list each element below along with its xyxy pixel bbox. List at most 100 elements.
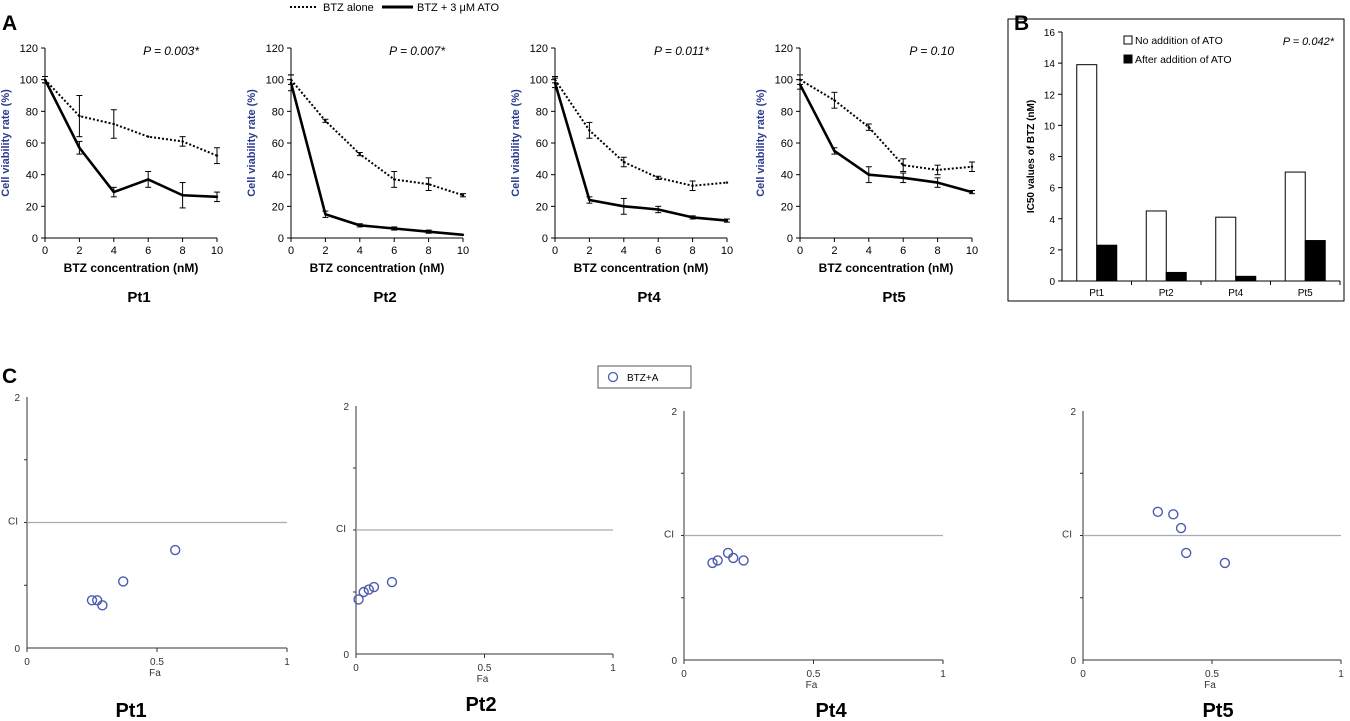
data-point <box>553 81 557 85</box>
y-tick-label: 6 <box>1049 184 1055 195</box>
y-axis-label: CI <box>664 530 674 541</box>
x-tick-label: 10 <box>211 245 223 257</box>
y-tick-label: 12 <box>1044 90 1056 101</box>
data-point <box>147 135 150 138</box>
x-axis-label: BTZ concentration (nM) <box>574 261 709 275</box>
series-line <box>289 82 464 237</box>
ci-plot-pt1: 0 2 0 0.5 1 Fa CI Pt1 <box>8 393 290 721</box>
data-point <box>112 122 116 126</box>
chart-title: Pt5 <box>882 289 905 306</box>
y-axis-label: Cell viability rate (%) <box>755 89 767 197</box>
x-tick-label: 4 <box>111 245 117 257</box>
x-axis-label: Fa <box>149 668 161 679</box>
x-tick-label: 1 <box>610 663 616 674</box>
y-tick-label: 0 <box>1070 656 1076 667</box>
x-tick-label: 2 <box>586 245 592 257</box>
y-tick-label: 20 <box>536 201 548 213</box>
y-axis-label: Cell viability rate (%) <box>510 89 522 197</box>
bar-chart-ic50: 0 2 4 6 8 10 12 14 16 IC50 values of BTZ (nM) P = … <box>1007 18 1345 302</box>
x-tick-label: Pt5 <box>1298 288 1313 299</box>
data-point <box>725 181 729 184</box>
ci-data-point <box>353 594 364 605</box>
data-point <box>657 208 660 211</box>
y-tick-label: 0 <box>787 233 793 245</box>
series-btz-alone <box>42 76 220 165</box>
series-line <box>553 82 728 222</box>
chart-title: Pt2 <box>373 289 396 306</box>
y-tick-label: 2 <box>14 393 20 404</box>
legend-a-dotted-label: BTZ alone <box>323 2 374 14</box>
data-point <box>902 163 905 167</box>
ci-data-point <box>117 576 129 587</box>
x-tick-label: 0 <box>42 245 48 257</box>
x-tick-label: 0 <box>24 657 30 668</box>
data-point <box>289 81 293 85</box>
x-tick-label: 6 <box>900 245 906 257</box>
legend-a-solid-label: BTZ + 3 μM ATO <box>417 2 499 14</box>
bar <box>1215 216 1237 282</box>
data-point <box>833 99 836 102</box>
chart-title: Pt5 <box>1202 700 1233 721</box>
data-point <box>215 154 219 157</box>
x-tick-label: 8 <box>180 245 186 257</box>
y-tick-label: 100 <box>20 75 38 87</box>
y-tick-label: 60 <box>536 138 548 150</box>
x-axis-label: Fa <box>806 680 818 691</box>
bar <box>1304 240 1326 282</box>
series-line <box>290 79 464 197</box>
bar <box>1145 210 1167 282</box>
x-tick-label: 1 <box>940 669 946 680</box>
ci-data-point <box>86 595 98 606</box>
data-point <box>833 149 836 153</box>
y-tick-label: 0 <box>1049 277 1055 288</box>
series-btz-plus-ato <box>42 76 220 209</box>
data-point <box>112 190 116 194</box>
x-tick-label: 0.5 <box>478 663 492 674</box>
x-axis-label: Fa <box>477 674 489 685</box>
data-point <box>324 119 327 123</box>
x-tick-label: 2 <box>322 245 328 257</box>
data-point <box>43 78 47 81</box>
series-line <box>799 78 973 171</box>
x-tick-label: 0.5 <box>150 657 164 668</box>
series-btz-plus-ato <box>288 74 465 237</box>
y-tick-label: 2 <box>343 402 349 413</box>
ci-data-point <box>712 555 723 566</box>
y-axis-label: IC50 values of BTZ (nM) <box>1026 100 1037 213</box>
data-point <box>181 194 184 197</box>
y-tick-label: 80 <box>272 106 284 118</box>
p-value-annotation: P = 0.007* <box>389 44 445 58</box>
panel-letter-a: A <box>2 12 17 35</box>
series-btz-plus-ato <box>552 77 730 223</box>
y-tick-label: 100 <box>775 75 793 87</box>
y-tick-label: 0 <box>343 650 349 661</box>
legend-a: BTZ alone BTZ + 3 μM ATO <box>290 2 499 14</box>
data-point <box>936 168 939 172</box>
data-point <box>588 198 591 202</box>
ci-data-point <box>368 581 380 593</box>
ci-plot-pt2: 0 2 0 0.5 1 Fa CI Pt2 <box>336 402 616 716</box>
x-tick-label: Pt2 <box>1159 288 1174 299</box>
series-line <box>43 79 218 199</box>
x-tick-label: 1 <box>1338 669 1344 680</box>
y-tick-label: 0 <box>278 233 284 245</box>
line-chart-pt1: 0 20 40 60 80 100 120 0 2 4 6 8 10 BTZ concentration … <box>0 43 223 306</box>
x-tick-label: Pt4 <box>1228 288 1243 299</box>
x-tick-label: 0 <box>797 245 803 257</box>
data-point <box>461 194 465 197</box>
x-tick-label: 4 <box>621 245 627 257</box>
series-btz-alone <box>797 74 975 176</box>
x-tick-label: 0 <box>681 669 687 680</box>
data-point <box>867 125 870 129</box>
panel-letter-b: B <box>1014 12 1029 35</box>
x-axis-label: BTZ concentration (nM) <box>64 261 199 275</box>
y-tick-label: 100 <box>266 75 284 87</box>
data-point <box>970 165 974 168</box>
data-point <box>902 176 905 180</box>
x-tick-label: 6 <box>145 245 151 257</box>
data-point <box>78 114 81 118</box>
y-tick-label: 8 <box>1049 153 1055 164</box>
chart-title: Pt1 <box>115 700 146 721</box>
y-tick-label: 0 <box>671 656 677 667</box>
x-axis-label: BTZ concentration (nM) <box>819 261 954 275</box>
